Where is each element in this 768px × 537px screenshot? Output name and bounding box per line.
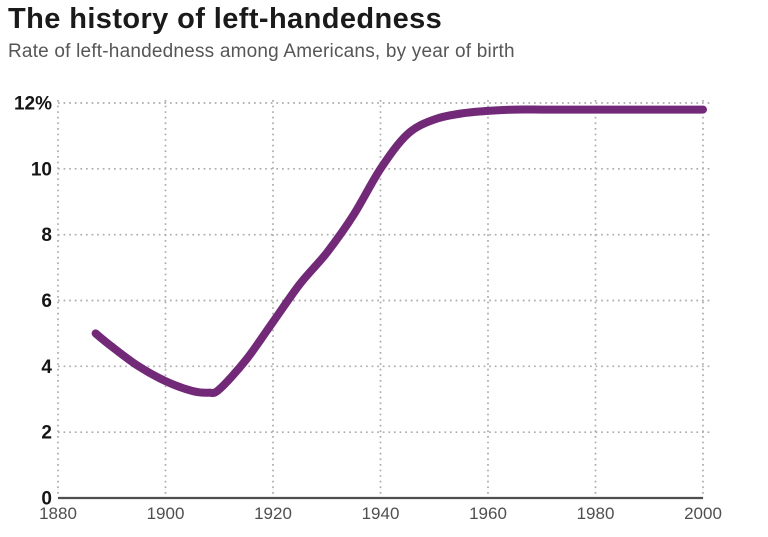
x-tick-label: 1940	[362, 504, 400, 523]
y-tick-label: 6	[41, 291, 52, 312]
y-tick-label: 12%	[14, 94, 52, 115]
x-tick-label: 2000	[684, 504, 722, 523]
y-tick-label: 4	[41, 357, 52, 378]
x-tick-label: 1880	[39, 504, 77, 523]
data-line	[91, 105, 707, 397]
chart-subtitle: Rate of left-handedness among Americans,…	[8, 41, 515, 62]
x-tick-label: 1920	[254, 504, 292, 523]
x-tick-label: 1980	[577, 504, 615, 523]
chart-title: The history of left-handedness	[8, 3, 443, 35]
y-tick-label: 10	[31, 159, 52, 180]
x-tick-label: 1960	[469, 504, 507, 523]
y-tick-label: 8	[41, 225, 52, 246]
x-tick-label: 1900	[147, 504, 185, 523]
y-tick-label: 2	[41, 423, 52, 444]
y-tick-label: 0	[41, 489, 52, 510]
